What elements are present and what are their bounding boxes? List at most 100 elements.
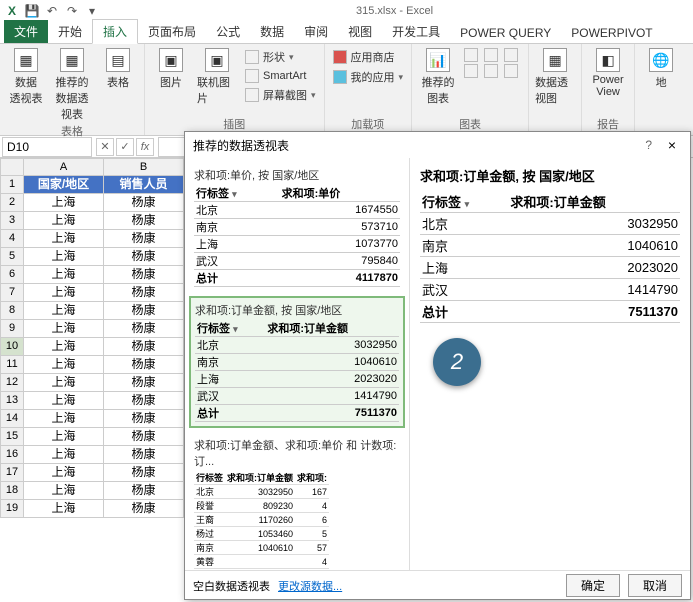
cell[interactable]: 杨康 <box>104 374 184 392</box>
col-header[interactable]: B <box>104 158 184 176</box>
ok-button[interactable]: 确定 <box>566 574 620 597</box>
cell[interactable]: 上海 <box>24 194 104 212</box>
row-header[interactable]: 9 <box>0 320 24 338</box>
enter-icon[interactable]: ✓ <box>116 138 134 156</box>
online-pictures-button[interactable]: ▣联机图片 <box>197 48 237 106</box>
cell[interactable]: 杨康 <box>104 446 184 464</box>
cell[interactable]: 上海 <box>24 284 104 302</box>
change-source-link[interactable]: 更改源数据... <box>278 578 342 594</box>
recommended-chart-button[interactable]: 📊推荐的 图表 <box>418 48 458 106</box>
cell[interactable]: 杨康 <box>104 356 184 374</box>
row-header[interactable]: 15 <box>0 428 24 446</box>
cell[interactable]: 上海 <box>24 230 104 248</box>
cell[interactable]: 杨康 <box>104 194 184 212</box>
col-header[interactable]: A <box>24 158 104 176</box>
cell[interactable]: 上海 <box>24 356 104 374</box>
tab-view[interactable]: 视图 <box>338 20 382 43</box>
cell[interactable]: 杨康 <box>104 410 184 428</box>
fx-icon[interactable]: fx <box>136 138 154 156</box>
pivot-thumb[interactable]: 求和项:单价, 按 国家/地区 行标签 ▾求和项:单价北京1674550南京57… <box>189 162 405 292</box>
cell[interactable]: 杨康 <box>104 266 184 284</box>
tab-layout[interactable]: 页面布局 <box>138 20 206 43</box>
row-header[interactable]: 1 <box>0 176 24 194</box>
cell[interactable]: 杨康 <box>104 482 184 500</box>
name-box[interactable] <box>2 137 92 157</box>
cell[interactable]: 上海 <box>24 500 104 518</box>
select-all-corner[interactable] <box>0 158 24 176</box>
save-icon[interactable]: 💾 <box>24 3 40 19</box>
smartart-button[interactable]: SmartArt <box>243 68 318 84</box>
cell[interactable]: 上海 <box>24 428 104 446</box>
cell[interactable]: 上海 <box>24 248 104 266</box>
row-header[interactable]: 19 <box>0 500 24 518</box>
tab-home[interactable]: 开始 <box>48 20 92 43</box>
row-header[interactable]: 17 <box>0 464 24 482</box>
cell[interactable]: 杨康 <box>104 284 184 302</box>
pivot-chart-button[interactable]: ▦数据透视图 <box>535 48 575 106</box>
cell[interactable]: 杨康 <box>104 320 184 338</box>
cell[interactable]: 杨康 <box>104 248 184 266</box>
close-icon[interactable]: × <box>662 135 682 155</box>
cell[interactable]: 上海 <box>24 338 104 356</box>
chart-type-icon[interactable] <box>504 64 518 78</box>
row-header[interactable]: 7 <box>0 284 24 302</box>
shapes-button[interactable]: 形状▾ <box>243 48 318 66</box>
cell[interactable]: 上海 <box>24 374 104 392</box>
row-header[interactable]: 5 <box>0 248 24 266</box>
tab-formulas[interactable]: 公式 <box>206 20 250 43</box>
cell[interactable]: 杨康 <box>104 230 184 248</box>
cell[interactable]: 上海 <box>24 410 104 428</box>
row-header[interactable]: 6 <box>0 266 24 284</box>
row-header[interactable]: 10 <box>0 338 24 356</box>
chart-type-icon[interactable] <box>464 48 478 62</box>
cancel-button[interactable]: 取消 <box>628 574 682 597</box>
cell[interactable]: 上海 <box>24 212 104 230</box>
row-header[interactable]: 12 <box>0 374 24 392</box>
tab-dev[interactable]: 开发工具 <box>382 20 450 43</box>
row-header[interactable]: 13 <box>0 392 24 410</box>
cell[interactable]: 上海 <box>24 464 104 482</box>
blank-pivot-button[interactable]: 空白数据透视表 <box>193 578 270 594</box>
chart-type-icon[interactable] <box>484 48 498 62</box>
tab-insert[interactable]: 插入 <box>92 19 138 44</box>
chart-type-icon[interactable] <box>464 64 478 78</box>
cell[interactable]: 上海 <box>24 266 104 284</box>
cell[interactable]: 杨康 <box>104 428 184 446</box>
row-header[interactable]: 2 <box>0 194 24 212</box>
table-button[interactable]: ▤表格 <box>98 48 138 90</box>
pivot-thumb[interactable]: 求和项:订单金额、求和项:单价 和 计数项:订... 行标签求和项:订单金额求和… <box>189 432 405 570</box>
undo-icon[interactable]: ↶ <box>44 3 60 19</box>
tab-data[interactable]: 数据 <box>250 20 294 43</box>
help-icon[interactable]: ? <box>645 138 652 152</box>
screenshot-button[interactable]: 屏幕截图▾ <box>243 86 318 104</box>
cell[interactable]: 上海 <box>24 482 104 500</box>
myapps-button[interactable]: 我的应用▾ <box>331 68 406 86</box>
row-header[interactable]: 3 <box>0 212 24 230</box>
cell[interactable]: 杨康 <box>104 500 184 518</box>
cell[interactable]: 杨康 <box>104 302 184 320</box>
cell[interactable]: 上海 <box>24 392 104 410</box>
redo-icon[interactable]: ↷ <box>64 3 80 19</box>
powerview-button[interactable]: ◧Power View <box>588 48 628 98</box>
cell[interactable]: 杨康 <box>104 464 184 482</box>
store-button[interactable]: 应用商店 <box>331 48 406 66</box>
recommended-pivot-button[interactable]: ▦推荐的 数据透视表 <box>52 48 92 122</box>
dialog-titlebar[interactable]: 推荐的数据透视表 ? × <box>185 132 690 158</box>
tab-file[interactable]: 文件 <box>4 20 48 43</box>
cell[interactable]: 杨康 <box>104 338 184 356</box>
cell[interactable]: 上海 <box>24 446 104 464</box>
cell[interactable]: 国家/地区 <box>24 176 104 194</box>
row-header[interactable]: 4 <box>0 230 24 248</box>
row-header[interactable]: 11 <box>0 356 24 374</box>
map-button[interactable]: 🌐地 <box>641 48 681 90</box>
tab-review[interactable]: 审阅 <box>294 20 338 43</box>
pivot-table-button[interactable]: ▦数据 透视表 <box>6 48 46 106</box>
qat-more-icon[interactable]: ▾ <box>84 3 100 19</box>
pictures-button[interactable]: ▣图片 <box>151 48 191 90</box>
cell[interactable]: 上海 <box>24 320 104 338</box>
cell[interactable]: 杨康 <box>104 392 184 410</box>
chart-type-icon[interactable] <box>484 64 498 78</box>
tab-powerquery[interactable]: POWER QUERY <box>450 23 561 43</box>
row-header[interactable]: 14 <box>0 410 24 428</box>
cell[interactable]: 销售人员 <box>104 176 184 194</box>
